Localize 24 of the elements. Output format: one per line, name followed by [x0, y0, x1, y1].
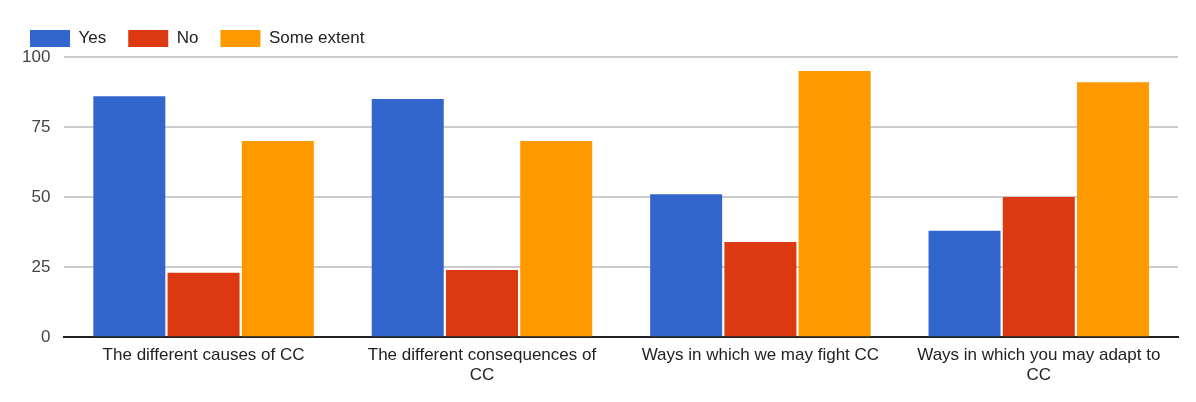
bar: [520, 141, 593, 337]
x-tick-label: Ways in which you may adapt to CC: [917, 345, 1161, 385]
x-tick-label: The different consequences of CC: [367, 345, 597, 385]
legend-label: Yes: [78, 28, 107, 48]
bar: [928, 230, 1001, 337]
bar: [241, 141, 314, 337]
bar: [93, 96, 166, 337]
y-tick-label: 100: [21, 46, 51, 66]
bar: [798, 71, 871, 337]
x-tick-label: Ways in which we may fight CC: [641, 345, 880, 365]
bar: [445, 269, 518, 337]
y-tick-label: 75: [31, 116, 51, 136]
x-tick-label: The different causes of CC: [102, 345, 305, 365]
legend-label: No: [176, 28, 199, 48]
bar: [1077, 82, 1150, 337]
bar: [1002, 197, 1075, 337]
legend-label: Some extent: [268, 28, 365, 48]
bar: [650, 194, 723, 337]
bar: [724, 241, 797, 337]
y-tick-label: 50: [31, 186, 51, 206]
y-tick-label: 25: [31, 256, 51, 276]
bar: [371, 99, 444, 337]
y-tick-label: 0: [40, 326, 51, 346]
bar: [167, 272, 240, 337]
